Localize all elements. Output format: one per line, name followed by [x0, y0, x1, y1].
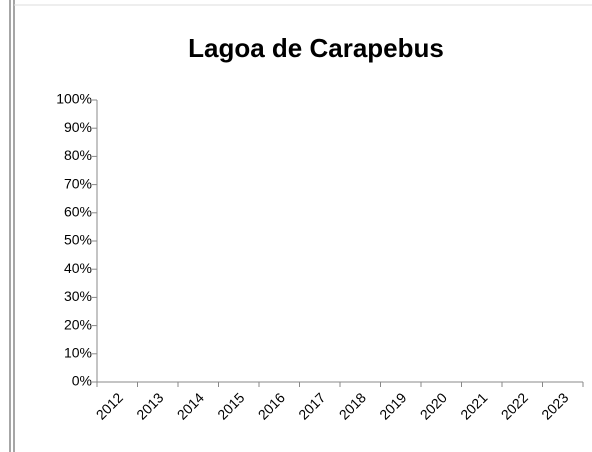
- y-tick-label: 60%: [64, 204, 92, 220]
- y-tick-label: 50%: [64, 232, 92, 248]
- y-tick-label: 20%: [64, 316, 92, 332]
- y-tick-label: 0%: [72, 373, 92, 389]
- y-tick-label: 30%: [64, 288, 92, 304]
- y-tick-label: 40%: [64, 260, 92, 276]
- y-tick-label: 80%: [64, 147, 92, 163]
- y-tick-label: 70%: [64, 175, 92, 191]
- y-tick-label: 100%: [56, 91, 92, 107]
- chart-title: Lagoa de Carapebus: [188, 33, 444, 63]
- y-tick-label: 10%: [64, 345, 92, 361]
- y-tick-label: 90%: [64, 119, 92, 135]
